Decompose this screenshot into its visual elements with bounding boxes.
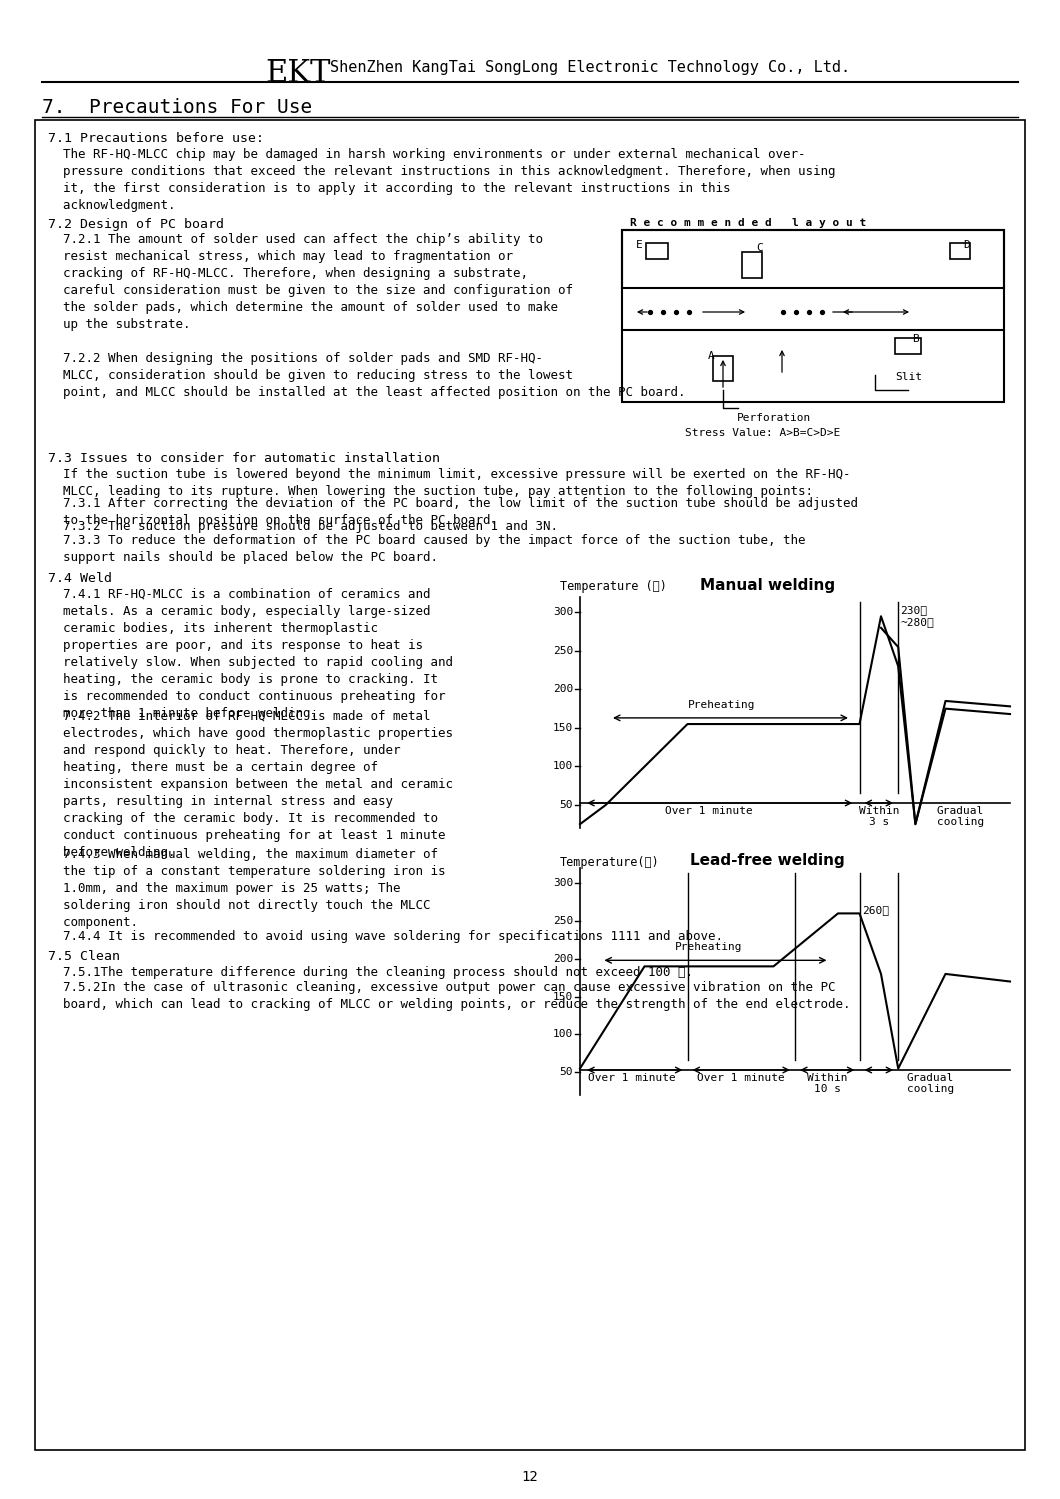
Text: 7.4.1 RF-HQ-MLCC is a combination of ceramics and
  metals. As a ceramic body, e: 7.4.1 RF-HQ-MLCC is a combination of cer…: [48, 588, 453, 720]
Text: Stress Value: A>B=C>D>E: Stress Value: A>B=C>D>E: [685, 429, 841, 438]
Text: cooling: cooling: [906, 1084, 954, 1094]
Text: 7.4.4 It is recommended to avoid using wave soldering for specifications 1111 an: 7.4.4 It is recommended to avoid using w…: [48, 929, 723, 943]
Text: R e c o m m e n d e d   l a y o u t: R e c o m m e n d e d l a y o u t: [630, 217, 866, 228]
Text: Preheating: Preheating: [688, 700, 756, 711]
Text: 7.5.2In the case of ultrasonic cleaning, excessive output power can cause excess: 7.5.2In the case of ultrasonic cleaning,…: [48, 980, 850, 1010]
Text: Within: Within: [807, 1073, 848, 1082]
Text: 10 s: 10 s: [814, 1084, 841, 1094]
Text: 7.2.1 The amount of solder used can affect the chip’s ability to
  resist mechan: 7.2.1 The amount of solder used can affe…: [48, 232, 573, 331]
Text: 7.4.2 The interior of RF-HQ-MLCC is made of metal
  electrodes, which have good : 7.4.2 The interior of RF-HQ-MLCC is made…: [48, 711, 453, 859]
Bar: [950, 243, 970, 259]
Text: 7.3 Issues to consider for automatic installation: 7.3 Issues to consider for automatic ins…: [48, 453, 440, 465]
Text: 250: 250: [552, 916, 573, 926]
Bar: [713, 355, 734, 381]
Text: Over 1 minute: Over 1 minute: [665, 806, 753, 815]
Text: 7.4 Weld: 7.4 Weld: [48, 573, 112, 585]
Text: Manual welding: Manual welding: [700, 579, 835, 594]
Text: 100: 100: [552, 761, 573, 772]
Text: The RF-HQ-MLCC chip may be damaged in harsh working environments or under extern: The RF-HQ-MLCC chip may be damaged in ha…: [48, 148, 835, 211]
Text: 7.3.2 The suction pressure should be adjusted to between 1 and 3N.: 7.3.2 The suction pressure should be adj…: [48, 520, 558, 534]
Text: Slit: Slit: [895, 372, 922, 382]
Bar: [895, 337, 921, 354]
Text: Perforation: Perforation: [737, 414, 811, 423]
Text: C: C: [756, 243, 763, 253]
Text: ~280℃: ~280℃: [900, 616, 934, 627]
Text: If the suction tube is lowered beyond the minimum limit, excessive pressure will: If the suction tube is lowered beyond th…: [48, 468, 850, 498]
Text: 100: 100: [552, 1030, 573, 1039]
Text: 12: 12: [522, 1471, 538, 1484]
Text: 300: 300: [552, 607, 573, 618]
Text: E: E: [636, 240, 642, 250]
Text: 260℃: 260℃: [862, 904, 888, 914]
Text: 200: 200: [552, 953, 573, 964]
Text: Gradual: Gradual: [937, 806, 984, 815]
Text: 50: 50: [560, 800, 573, 809]
Text: 7.1 Precautions before use:: 7.1 Precautions before use:: [48, 132, 264, 145]
Text: D: D: [962, 240, 970, 250]
Text: 300: 300: [552, 878, 573, 887]
Text: 7.2 Design of PC board: 7.2 Design of PC board: [48, 217, 224, 231]
Bar: [622, 229, 1004, 288]
Text: Over 1 minute: Over 1 minute: [587, 1073, 675, 1082]
Bar: [646, 243, 668, 259]
Bar: [622, 229, 1004, 402]
Text: 7.5.1The temperature difference during the cleaning process should not exceed 10: 7.5.1The temperature difference during t…: [48, 965, 693, 979]
Text: ShenZhen KangTai SongLong Electronic Technology Co., Ltd.: ShenZhen KangTai SongLong Electronic Tec…: [330, 60, 850, 75]
Text: 7.3.3 To reduce the deformation of the PC board caused by the impact force of th: 7.3.3 To reduce the deformation of the P…: [48, 534, 806, 564]
Text: cooling: cooling: [937, 817, 984, 827]
Text: A: A: [708, 351, 714, 361]
Text: Preheating: Preheating: [675, 943, 743, 952]
Text: 7.3.1 After correcting the deviation of the PC board, the low limit of the sucti: 7.3.1 After correcting the deviation of …: [48, 498, 858, 528]
Text: 250: 250: [552, 646, 573, 657]
Text: 7.5 Clean: 7.5 Clean: [48, 950, 120, 962]
Text: 7.4.3 When manual welding, the maximum diameter of
  the tip of a constant tempe: 7.4.3 When manual welding, the maximum d…: [48, 848, 445, 929]
Text: 7.2.2 When designing the positions of solder pads and SMD RF-HQ-
  MLCC, conside: 7.2.2 When designing the positions of so…: [48, 352, 686, 399]
Text: 230℃: 230℃: [900, 606, 928, 615]
Text: 50: 50: [560, 1067, 573, 1078]
Bar: [35, 120, 1025, 1450]
Text: Gradual: Gradual: [906, 1073, 954, 1082]
Text: Within: Within: [859, 806, 899, 815]
Text: Over 1 minute: Over 1 minute: [697, 1073, 785, 1082]
Text: 7.  Precautions For Use: 7. Precautions For Use: [42, 97, 313, 117]
Bar: [742, 252, 762, 277]
Text: 150: 150: [552, 992, 573, 1001]
Text: B: B: [912, 334, 919, 343]
Text: Lead-free welding: Lead-free welding: [690, 853, 845, 868]
Text: 150: 150: [552, 723, 573, 733]
Text: Temperature (℃): Temperature (℃): [560, 580, 667, 594]
Text: EKT: EKT: [265, 58, 331, 88]
Text: 3 s: 3 s: [869, 817, 889, 827]
Text: Temperature(℃): Temperature(℃): [560, 856, 659, 869]
Text: 200: 200: [552, 685, 573, 694]
